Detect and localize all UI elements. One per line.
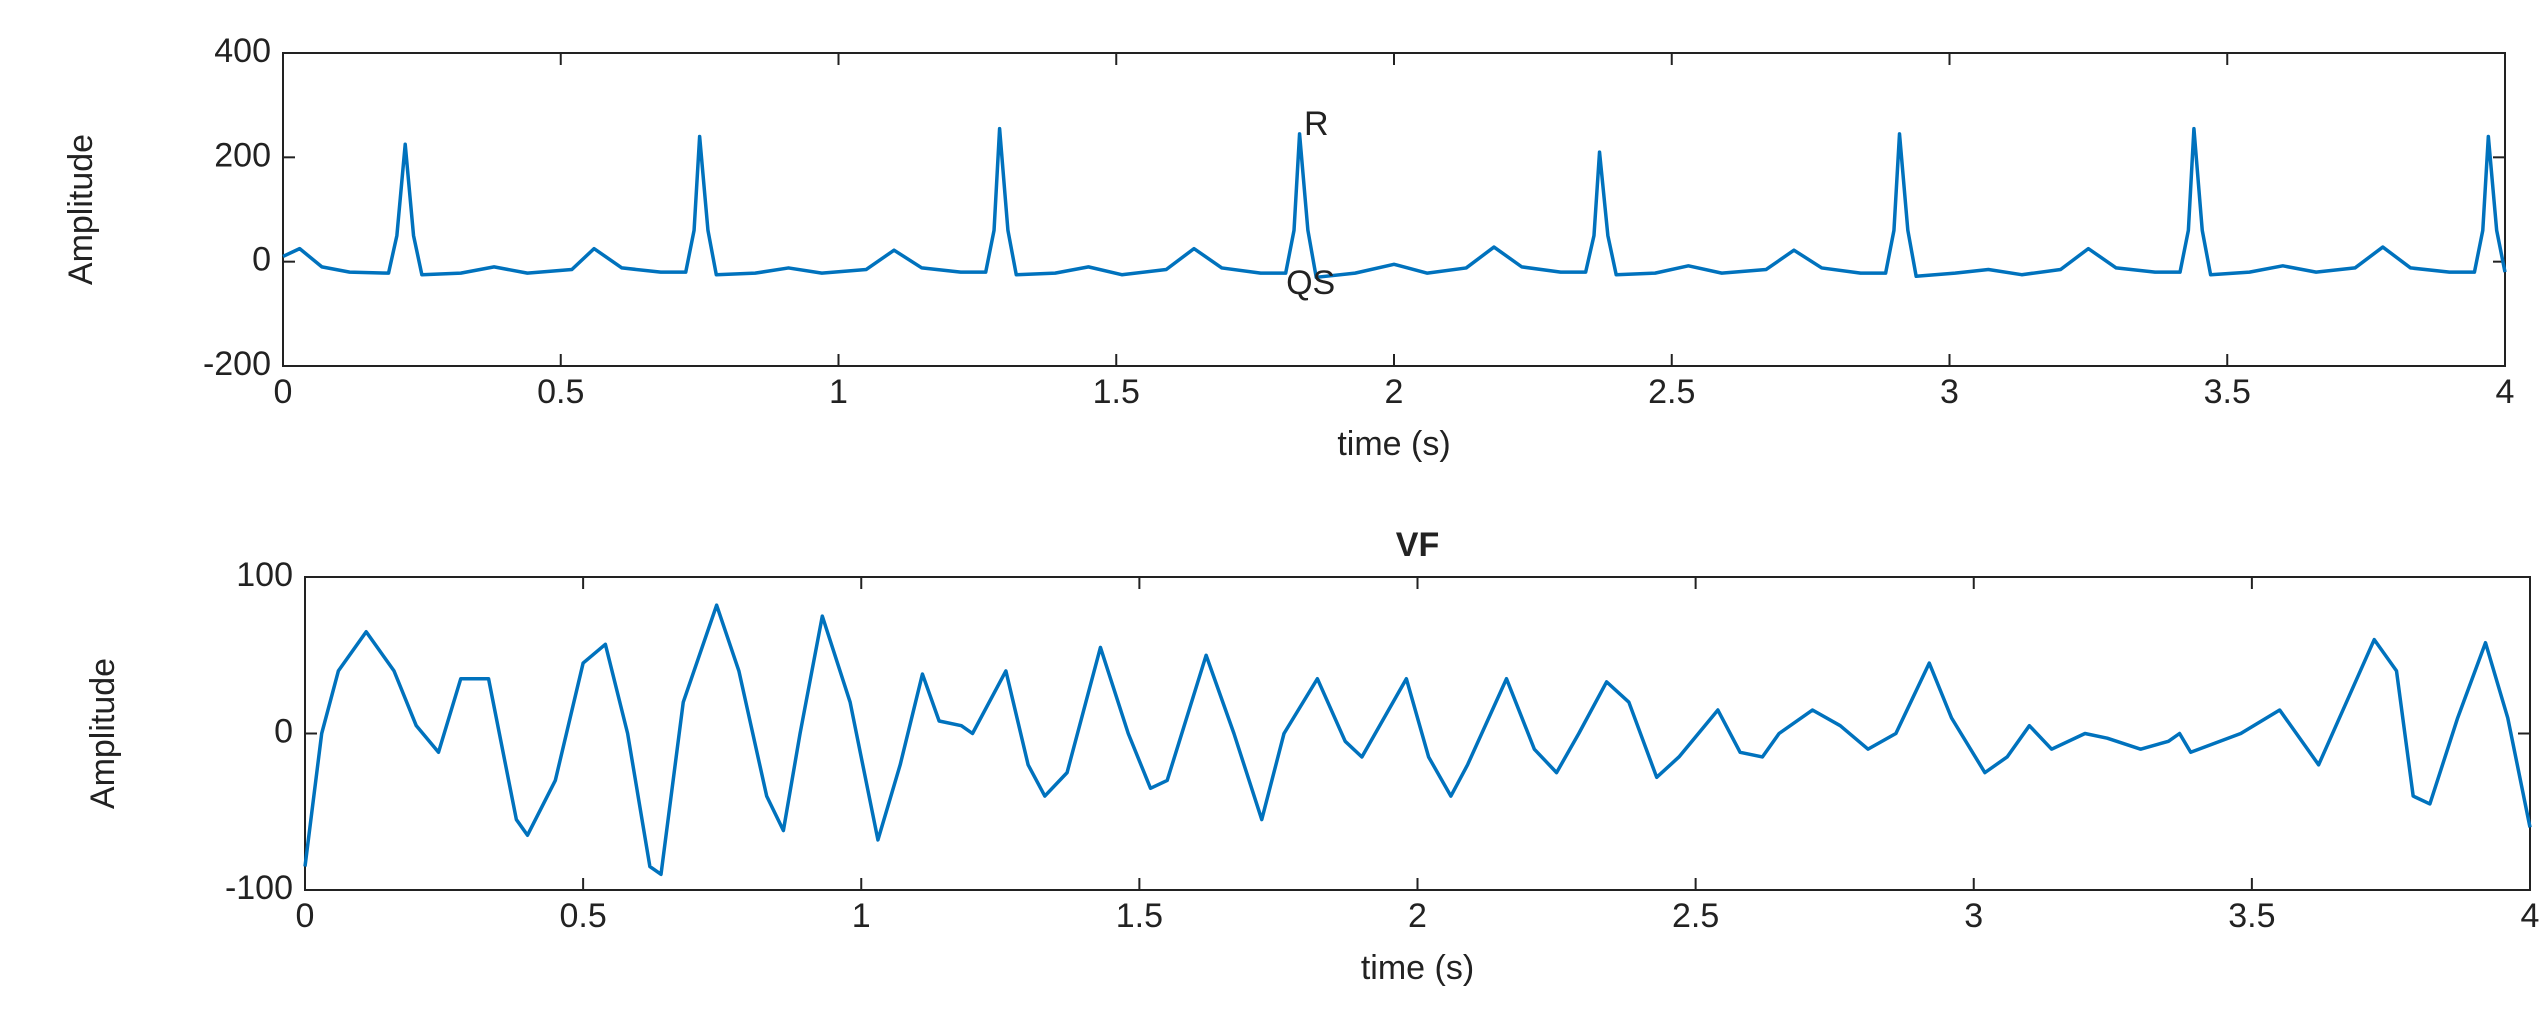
x-axis-label: time (s): [1337, 425, 1450, 463]
x-tick-label: 0: [274, 373, 293, 411]
y-axis-label: Amplitude: [62, 134, 100, 285]
x-axis-label: time (s): [1361, 949, 1474, 987]
x-tick-label: 4: [2521, 897, 2540, 935]
data-line: [303, 603, 2532, 877]
x-tick-label: 0: [296, 897, 315, 935]
axes-frame: [304, 576, 2531, 891]
annotation: R: [1304, 105, 1329, 143]
x-tick-label: 3: [1940, 373, 1959, 411]
annotation: QS: [1286, 264, 1335, 302]
x-tick-label: 1: [852, 897, 871, 935]
x-tick-label: 3.5: [2228, 897, 2275, 935]
x-tick-label: 2.5: [1672, 897, 1719, 935]
y-tick-label: 0: [274, 712, 293, 750]
x-tick-label: 2: [1385, 373, 1404, 411]
chart-title: VF: [1396, 526, 1439, 564]
x-tick-label: 4: [2496, 373, 2515, 411]
axes-frame: [282, 52, 2506, 367]
x-tick-label: 1.5: [1093, 373, 1140, 411]
x-tick-label: 1: [829, 373, 848, 411]
x-tick-label: 2.5: [1648, 373, 1695, 411]
x-tick-label: 1.5: [1116, 897, 1163, 935]
x-tick-label: 2: [1408, 897, 1427, 935]
y-tick-label: 400: [214, 32, 271, 70]
y-tick-label: 100: [236, 556, 293, 594]
x-tick-label: 3.5: [2204, 373, 2251, 411]
x-tick-label: 0.5: [537, 373, 584, 411]
x-tick-label: 0.5: [559, 897, 606, 935]
x-tick-label: 3: [1964, 897, 1983, 935]
y-tick-label: -200: [203, 345, 271, 383]
data-line: [282, 126, 2507, 280]
y-tick-label: -100: [225, 869, 293, 907]
y-axis-label: Amplitude: [84, 658, 122, 809]
y-tick-label: 200: [214, 136, 271, 174]
y-tick-label: 0: [252, 241, 271, 279]
